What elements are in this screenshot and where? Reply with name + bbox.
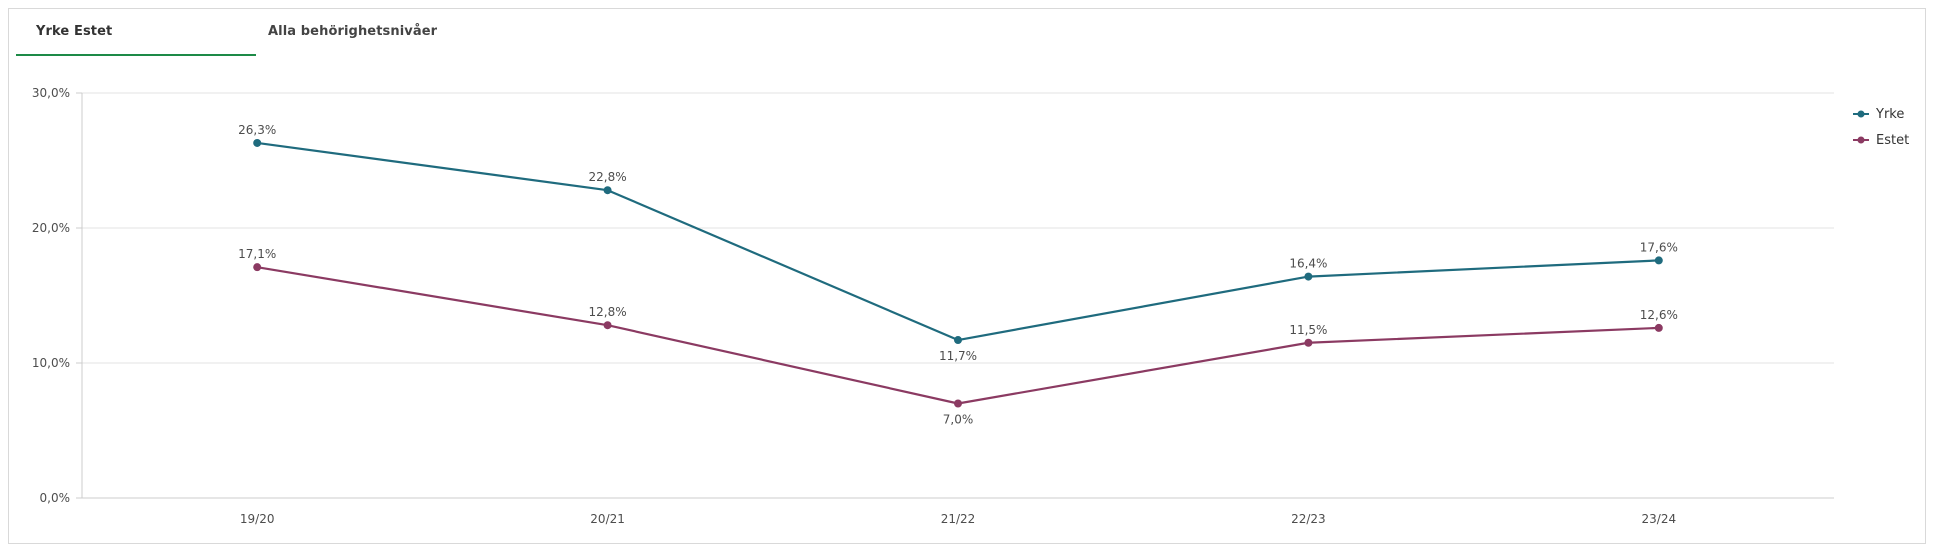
data-point-estet: [603, 321, 612, 330]
series-line-estet: [257, 266, 1659, 405]
data-point-yrke: [954, 336, 962, 345]
data-label-yrke: 26,3%: [238, 123, 276, 137]
data-point-yrke: [1654, 256, 1663, 265]
data-label-estet: 17,1%: [238, 247, 276, 261]
data-label-yrke: 17,6%: [1640, 240, 1678, 254]
data-point-estet: [1654, 323, 1663, 332]
chart-panel: [8, 8, 1926, 544]
data-label-estet: 12,8%: [589, 305, 627, 319]
series-layer: 26,3% 22,8% 11,7% 16,4% 17,6% 17,1% 12,8% 7,0% 1…: [238, 123, 1678, 427]
data-point-estet: [253, 263, 262, 272]
data-point-estet: [954, 399, 962, 408]
y-tick-label: 30,0%: [32, 86, 70, 100]
tab-alla-behorighetsnivaer[interactable]: Alla behörighetsnivåer: [268, 24, 438, 39]
legend-marker-dot: [1857, 136, 1865, 144]
data-point-yrke: [1304, 272, 1313, 281]
legend-label-yrke: Yrke: [1875, 107, 1904, 122]
x-tick-label: 21/22: [941, 512, 976, 526]
data-point-estet: [1304, 338, 1313, 347]
data-label-yrke: 16,4%: [1289, 257, 1327, 271]
legend-label-estet: Estet: [1876, 133, 1909, 148]
x-tick-label: 22/23: [1291, 512, 1326, 526]
data-point-yrke: [603, 186, 612, 195]
series-line-yrke: [257, 141, 1659, 342]
tab-yrke-estet[interactable]: Yrke Estet: [16, 12, 256, 56]
x-tick-label: 23/24: [1642, 512, 1677, 526]
data-label-estet: 12,6%: [1640, 308, 1678, 322]
grid-layer: [82, 92, 1834, 364]
tab-bar: Yrke Estet Alla behörighetsnivåer: [16, 12, 516, 56]
data-label-estet: 11,5%: [1289, 323, 1327, 337]
axis-layer: 0,0% 10,0% 20,0% 30,0% 19/20 20/21 21/22 22/23 2…: [32, 86, 1834, 526]
y-tick-label: 10,0%: [32, 356, 70, 370]
y-tick-label: 0,0%: [40, 491, 71, 505]
x-tick-label: 19/20: [240, 512, 275, 526]
data-label-yrke: 22,8%: [589, 170, 627, 184]
legend-marker-dot: [1857, 110, 1865, 118]
data-label-yrke: 11,7%: [939, 349, 977, 363]
y-tick-label: 20,0%: [32, 221, 70, 235]
data-point-yrke: [253, 138, 262, 147]
x-tick-label: 20/21: [590, 512, 625, 526]
legend: Yrke Estet: [1853, 107, 1909, 148]
data-label-estet: 7,0%: [943, 413, 974, 427]
